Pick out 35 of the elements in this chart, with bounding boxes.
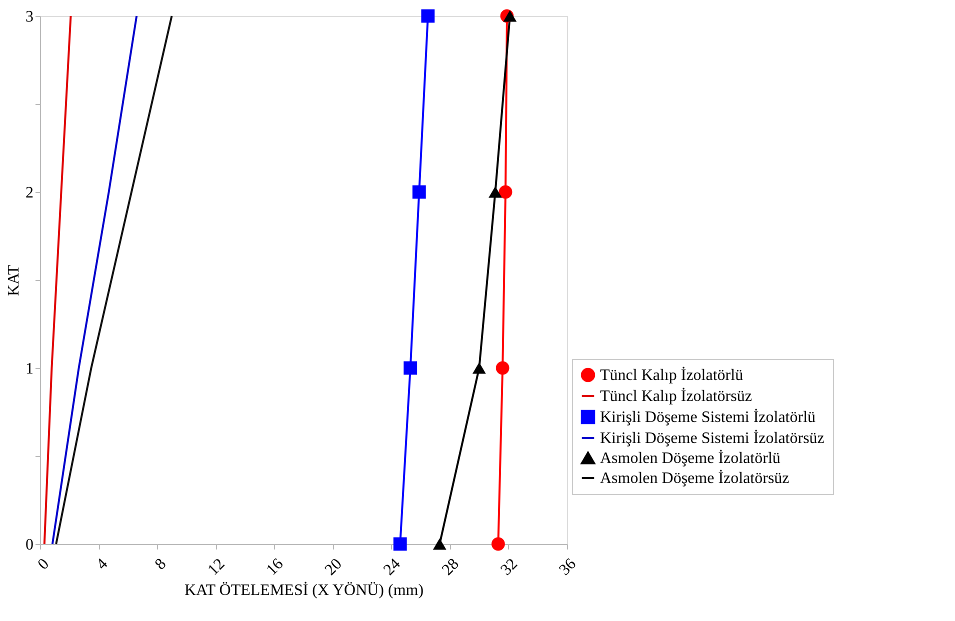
y-tick-label: 1 [26,360,34,378]
line-series [43,15,72,545]
x-axis-title: KAT ÖTELEMESİ (X YÖNÜ) (mm) [184,581,424,600]
legend-label: Kirişli Döşeme Sistemi İzolatörsüz [600,429,824,447]
y-tick-label: 2 [26,184,34,202]
x-tick-label: 12 [204,556,228,579]
x-tick-label: 32 [498,556,521,579]
point [491,537,505,551]
y-axis-title: KAT [6,264,22,296]
point [412,185,426,199]
point [488,186,502,198]
point [503,10,517,22]
line-series [55,15,173,545]
y-tick-label: 3 [26,8,34,26]
x-tick-label: 20 [322,556,346,579]
legend-label: Tüncl Kalıp İzolatörsüz [600,387,752,405]
legend-label: Tüncl Kalıp İzolatörlü [600,366,744,384]
line-series [51,15,138,545]
x-tick-label: 36 [556,556,580,579]
legend-label: Asmolen Döşeme İzolatörsüz [600,469,790,487]
point [498,185,512,199]
x-tick-label: 4 [93,556,112,574]
point [421,9,435,23]
point [496,361,510,375]
x-tick-label: 16 [263,556,287,579]
y-tick-label: 0 [26,536,34,554]
point [432,538,446,550]
x-tick-label: 8 [152,556,170,574]
point [404,361,418,375]
point [393,537,407,551]
x-tick-label: 28 [439,556,462,579]
x-tick-label: 24 [380,556,404,579]
legend-label: Kirişli Döşeme Sistemi İzolatörlü [600,408,816,426]
point [472,362,486,374]
legend-label: Asmolen Döşeme İzolatörlü [600,449,780,467]
